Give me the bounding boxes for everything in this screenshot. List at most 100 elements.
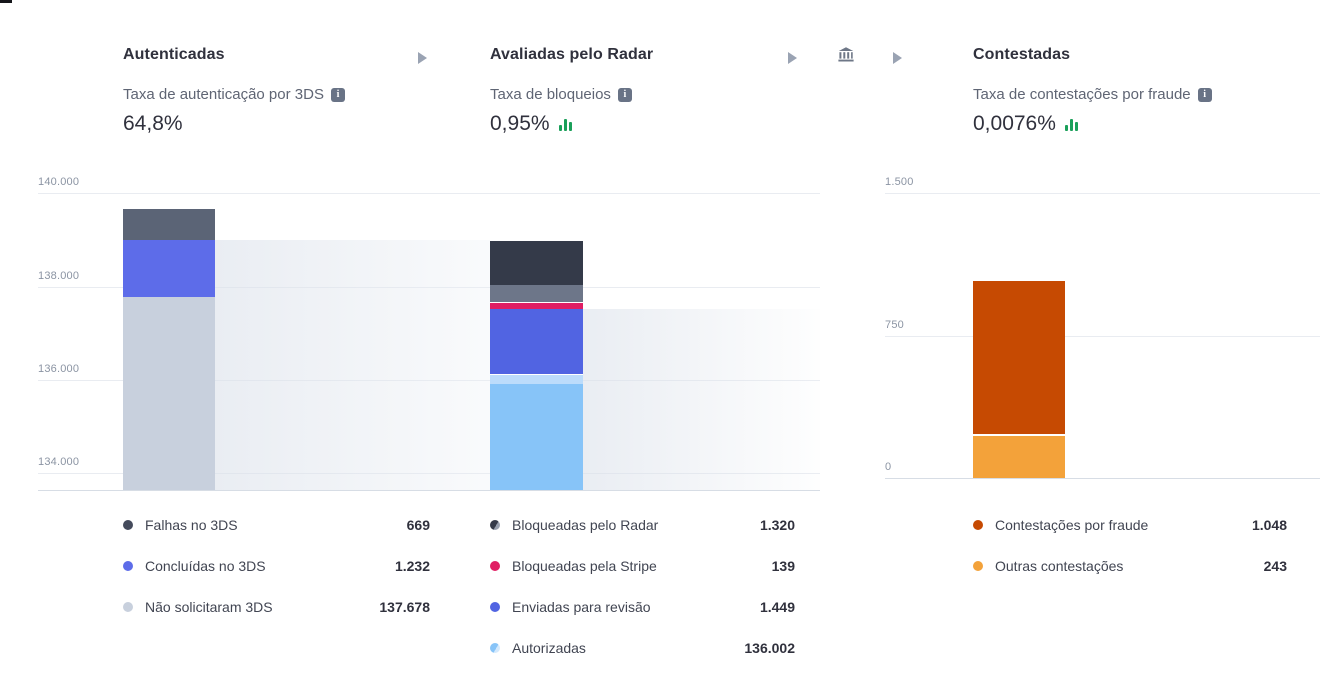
bar bbox=[568, 122, 572, 131]
bar-avaliadas-radar[interactable] bbox=[490, 241, 583, 490]
bar-autenticadas[interactable] bbox=[123, 209, 215, 490]
bar bbox=[1074, 122, 1078, 131]
bar bbox=[1069, 119, 1073, 131]
bar-chart-icon[interactable] bbox=[558, 117, 575, 131]
legend-value: 1.048 bbox=[1251, 517, 1287, 533]
bar-segment-enviadas-revisao[interactable] bbox=[490, 309, 583, 374]
metric-value-bloqueios: 0,95% bbox=[490, 112, 575, 136]
legend-item-enviadas-revisao: Enviadas para revisão 1.449 bbox=[490, 594, 795, 620]
legend-dot bbox=[123, 561, 133, 571]
legend-value: 1.320 bbox=[759, 517, 795, 533]
legend-dot bbox=[123, 520, 133, 530]
legend-value: 136.002 bbox=[744, 640, 795, 656]
legend-label: Enviadas para revisão bbox=[512, 599, 651, 615]
info-icon[interactable]: i bbox=[617, 87, 632, 102]
legend-label: Bloqueadas pela Stripe bbox=[512, 558, 657, 574]
metric-label-bloqueios: Taxa de bloqueios i bbox=[490, 86, 632, 103]
gridline bbox=[38, 193, 820, 194]
metric-label-contestacoes: Taxa de contestações por fraude i bbox=[973, 86, 1212, 103]
legend-dot bbox=[490, 520, 500, 530]
stage-title-contestadas: Contestadas bbox=[973, 46, 1071, 63]
legend-dot bbox=[123, 602, 133, 612]
metric-value-text: 0,0076% bbox=[973, 112, 1056, 135]
legend-item-autorizadas: Autorizadas 136.002 bbox=[490, 635, 795, 661]
legend-dot bbox=[490, 643, 500, 653]
legend-value: 243 bbox=[1263, 558, 1287, 574]
legend-label: Não solicitaram 3DS bbox=[145, 599, 273, 615]
legend-item-concluidas-3ds: Concluídas no 3DS 1.232 bbox=[123, 553, 430, 579]
screen-artifact bbox=[0, 0, 12, 3]
legend-autenticadas: Falhas no 3DS 669 Concluídas no 3DS 1.23… bbox=[123, 512, 430, 620]
legend-value: 137.678 bbox=[379, 599, 430, 615]
bar-segment-autorizadas-secondary[interactable] bbox=[490, 374, 583, 384]
metric-value-autenticadas: 64,8% bbox=[123, 112, 183, 136]
legend-label: Outras contestações bbox=[995, 558, 1124, 574]
metric-value-contestacoes: 0,0076% bbox=[973, 112, 1081, 136]
stage-title-autenticadas: Autenticadas bbox=[123, 46, 225, 63]
legend-avaliadas-radar: Bloqueadas pelo Radar 1.320 Bloqueadas p… bbox=[490, 512, 795, 661]
bar-contestadas[interactable] bbox=[973, 281, 1065, 478]
legend-value: 669 bbox=[406, 517, 430, 533]
y-axis-tick: 750 bbox=[885, 319, 904, 331]
x-axis-baseline bbox=[885, 478, 1320, 479]
bar bbox=[563, 119, 567, 131]
gridline bbox=[885, 336, 1320, 337]
flow-arrow-icon bbox=[893, 52, 902, 64]
legend-item-bloqueadas-radar: Bloqueadas pelo Radar 1.320 bbox=[490, 512, 795, 538]
metric-label-autenticadas: Taxa de autenticação por 3DS i bbox=[123, 86, 345, 103]
x-axis-baseline bbox=[38, 490, 820, 491]
bar bbox=[1064, 125, 1068, 131]
legend-dot bbox=[973, 520, 983, 530]
legend-value: 1.232 bbox=[394, 558, 430, 574]
bar-segment-bloqueadas-radar-secondary[interactable] bbox=[490, 285, 583, 302]
legend-item-falhas-3ds: Falhas no 3DS 669 bbox=[123, 512, 430, 538]
y-axis-tick: 140.000 bbox=[38, 176, 80, 188]
y-axis-tick: 134.000 bbox=[38, 456, 80, 468]
bar-segment-nao-solicitaram-3ds[interactable] bbox=[123, 297, 215, 490]
bar bbox=[558, 125, 562, 131]
metric-label-text: Taxa de autenticação por 3DS bbox=[123, 86, 324, 103]
bar-segment-contestacoes-fraude[interactable] bbox=[973, 281, 1065, 434]
funnel-flow-band bbox=[215, 240, 490, 490]
legend-item-nao-solicitaram-3ds: Não solicitaram 3DS 137.678 bbox=[123, 594, 430, 620]
info-icon[interactable]: i bbox=[1197, 87, 1212, 102]
legend-label: Autorizadas bbox=[512, 640, 586, 656]
legend-label: Concluídas no 3DS bbox=[145, 558, 266, 574]
y-axis-tick: 136.000 bbox=[38, 363, 80, 375]
legend-label: Contestações por fraude bbox=[995, 517, 1149, 533]
legend-item-contestacoes-fraude: Contestações por fraude 1.048 bbox=[973, 512, 1287, 538]
flow-arrow-icon bbox=[418, 52, 427, 64]
gridline bbox=[885, 193, 1320, 194]
bar-segment-bloqueadas-radar[interactable] bbox=[490, 241, 583, 285]
bar-chart-icon[interactable] bbox=[1064, 117, 1081, 131]
legend-label: Falhas no 3DS bbox=[145, 517, 238, 533]
bar-segment-gap bbox=[973, 434, 1065, 436]
bar-segment-concluidas-3ds[interactable] bbox=[123, 240, 215, 297]
bar-segment-outras-contestacoes[interactable] bbox=[973, 436, 1065, 478]
legend-item-bloqueadas-stripe: Bloqueadas pela Stripe 139 bbox=[490, 553, 795, 579]
metric-value-text: 64,8% bbox=[123, 112, 183, 135]
legend-label: Bloqueadas pelo Radar bbox=[512, 517, 659, 533]
y-axis-tick: 1.500 bbox=[885, 176, 914, 188]
metric-label-text: Taxa de contestações por fraude bbox=[973, 86, 1191, 103]
legend-dot bbox=[973, 561, 983, 571]
legend-item-outras-contestacoes: Outras contestações 243 bbox=[973, 553, 1287, 579]
legend-dot bbox=[490, 602, 500, 612]
metric-value-text: 0,95% bbox=[490, 112, 550, 135]
info-icon[interactable]: i bbox=[330, 87, 345, 102]
bar-segment-autorizadas[interactable] bbox=[490, 384, 583, 490]
legend-value: 1.449 bbox=[759, 599, 795, 615]
stage-title-avaliadas-radar: Avaliadas pelo Radar bbox=[490, 46, 654, 63]
metric-label-text: Taxa de bloqueios bbox=[490, 86, 611, 103]
flow-arrow-icon bbox=[788, 52, 797, 64]
y-axis-tick: 0 bbox=[885, 461, 892, 473]
bank-blocked-icon bbox=[838, 47, 854, 62]
funnel-flow-band bbox=[583, 309, 820, 490]
legend-value: 139 bbox=[771, 558, 795, 574]
y-axis-tick: 138.000 bbox=[38, 270, 80, 282]
bar-segment-bloqueadas-stripe[interactable] bbox=[490, 302, 583, 309]
bar-segment-falhas-3ds[interactable] bbox=[123, 209, 215, 240]
legend-dot bbox=[490, 561, 500, 571]
legend-contestadas: Contestações por fraude 1.048 Outras con… bbox=[973, 512, 1287, 579]
